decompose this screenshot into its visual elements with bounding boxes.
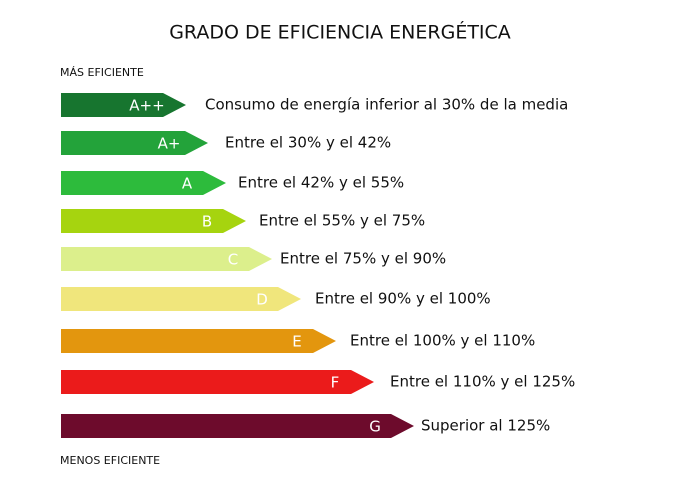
grade-arrow (61, 414, 414, 438)
grade-description: Entre el 55% y el 75% (259, 212, 425, 230)
grade-label: B (202, 213, 212, 231)
grade-arrow (61, 93, 186, 117)
grade-arrow (61, 171, 226, 195)
grade-arrow (61, 131, 208, 155)
grade-label: D (256, 291, 268, 309)
grade-description: Entre el 30% y el 42% (225, 134, 391, 152)
bottom-label: MENOS EFICIENTE (60, 454, 160, 467)
grade-description: Entre el 75% y el 90% (280, 250, 446, 268)
top-label: MÁS EFICIENTE (60, 66, 144, 79)
grade-description: Entre el 100% y el 110% (350, 332, 535, 350)
grade-description: Superior al 125% (421, 417, 550, 435)
grade-description: Entre el 42% y el 55% (238, 174, 404, 192)
grade-description: Entre el 110% y el 125% (390, 373, 575, 391)
grade-label: F (331, 374, 340, 392)
grade-arrow (61, 287, 301, 311)
grade-label: C (228, 251, 238, 269)
grade-arrow (61, 209, 246, 233)
grade-arrow (61, 370, 374, 394)
grade-label: G (369, 418, 381, 436)
grade-description: Entre el 90% y el 100% (315, 290, 491, 308)
grade-label: A++ (129, 97, 164, 115)
grade-arrow (61, 329, 336, 353)
grade-arrow (61, 247, 272, 271)
title: GRADO DE EFICIENCIA ENERGÉTICA (169, 21, 511, 44)
grade-label: E (292, 333, 301, 351)
grade-description: Consumo de energía inferior al 30% de la… (205, 96, 568, 114)
grade-label: A (182, 175, 193, 193)
grade-label: A+ (158, 135, 181, 153)
